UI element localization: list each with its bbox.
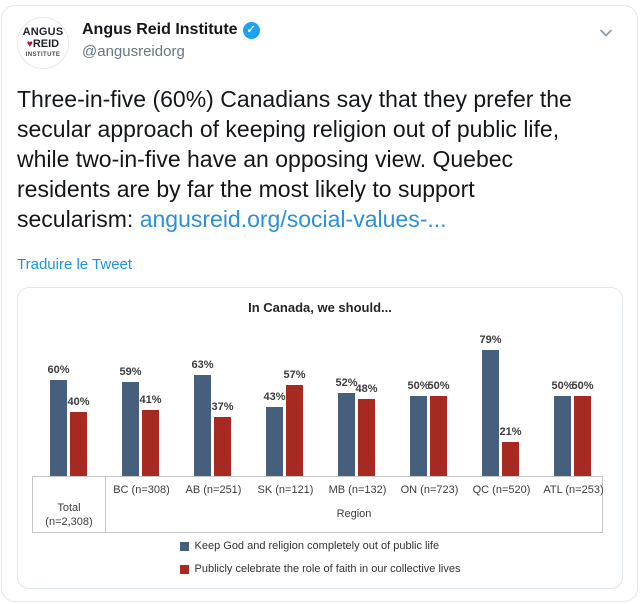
verified-badge-icon: ✓ — [242, 21, 260, 39]
bar — [70, 412, 87, 476]
bar — [554, 396, 571, 476]
avatar-logo-text: REID — [32, 38, 60, 50]
user-handle[interactable]: @angusreidorg — [82, 43, 185, 60]
bar — [574, 396, 591, 476]
chart-legend: Keep God and religion completely out of … — [18, 540, 622, 575]
bar — [50, 380, 67, 476]
bar — [358, 399, 375, 476]
bar — [502, 442, 519, 476]
legend-label: Publicly celebrate the role of faith in … — [194, 563, 461, 575]
x-axis-table: Total (n=2,308) Region BC (n=308) AB (n=2… — [32, 476, 604, 533]
chart-title: In Canada, we should... — [248, 300, 392, 315]
x-axis-category-label: BC (n=308) — [113, 484, 170, 496]
x-axis-category-label: QC (n=520) — [472, 484, 531, 496]
bar-value-label: 40% — [67, 396, 90, 408]
bar — [266, 407, 283, 476]
bar-value-label: 79% — [479, 334, 502, 346]
bar — [142, 410, 159, 476]
tweet-link[interactable]: angusreid.org/social-values-... — [139, 206, 447, 232]
bar — [286, 385, 303, 476]
x-axis-category-label: ON (n=723) — [400, 484, 459, 496]
avatar-logo-text: INSTITUTE — [25, 52, 61, 58]
tweet-header: ANGUS ♥REID INSTITUTE Angus Reid Institu… — [17, 17, 622, 69]
bar-value-label: 50% — [427, 380, 450, 392]
x-axis-category-label: SK (n=121) — [257, 484, 314, 496]
display-name[interactable]: Angus Reid Institute — [82, 21, 238, 38]
bar-value-label: 37% — [211, 401, 234, 413]
maple-leaf-icon: ♥ — [26, 39, 33, 50]
bar — [122, 382, 139, 476]
avatar-logo-text: ANGUS — [22, 26, 64, 38]
legend-swatch-icon — [179, 541, 189, 551]
legend-label: Keep God and religion completely out of … — [194, 540, 440, 552]
chart-media-card[interactable]: In Canada, we should... 60% 40% 59% 41% 63% 3… — [17, 287, 623, 589]
bar-value-label: 48% — [355, 383, 378, 395]
bar — [214, 417, 231, 476]
bar — [194, 375, 211, 476]
legend-swatch-icon — [179, 564, 189, 574]
avatar[interactable]: ANGUS ♥REID INSTITUTE — [17, 17, 69, 69]
x-axis-category-label: AB (n=251) — [185, 484, 242, 496]
bar — [410, 396, 427, 476]
chevron-down-icon[interactable] — [596, 23, 616, 43]
translate-tweet-link[interactable]: Traduire le Tweet — [17, 256, 133, 273]
bar-value-label: 52% — [335, 377, 358, 389]
bar — [338, 393, 355, 476]
legend-item: Keep God and religion completely out of … — [179, 540, 440, 552]
tweet-card: ANGUS ♥REID INSTITUTE Angus Reid Institu… — [1, 5, 638, 602]
bar-value-label: 59% — [119, 366, 142, 378]
chart-legend-rows: Keep God and religion completely out of … — [179, 540, 461, 575]
chart-plot: 60% 40% 59% 41% 63% 37% 43% 57% 52% 48% 50% 50% 79% 2… — [18, 288, 622, 476]
bar — [482, 350, 499, 476]
bar-value-label: 41% — [139, 394, 162, 406]
bar-value-label: 57% — [283, 369, 306, 381]
bar-value-label: 43% — [263, 391, 286, 403]
x-axis-category-label: MB (n=132) — [328, 484, 387, 496]
bar — [430, 396, 447, 476]
bar-value-label: 50% — [407, 380, 430, 392]
tweet-text-body: Three-in-five (60%) Canadians say that t… — [17, 86, 572, 232]
bar-value-label: 60% — [47, 364, 70, 376]
bar-value-label: 21% — [499, 426, 522, 438]
bar-value-label: 50% — [551, 380, 574, 392]
tweet-text: Three-in-five (60%) Canadians say that t… — [17, 84, 623, 234]
x-axis-total-cell: Total (n=2,308) — [33, 477, 106, 532]
bar-value-label: 50% — [571, 380, 594, 392]
x-axis-category-label: ATL (n=253) — [543, 484, 604, 496]
x-axis-title: Region — [336, 508, 372, 520]
bar-value-label: 63% — [191, 359, 214, 371]
x-axis-region-box: Region BC (n=308) AB (n=251) SK (n=121) MB … — [106, 477, 603, 532]
legend-item: Publicly celebrate the role of faith in … — [179, 563, 461, 575]
